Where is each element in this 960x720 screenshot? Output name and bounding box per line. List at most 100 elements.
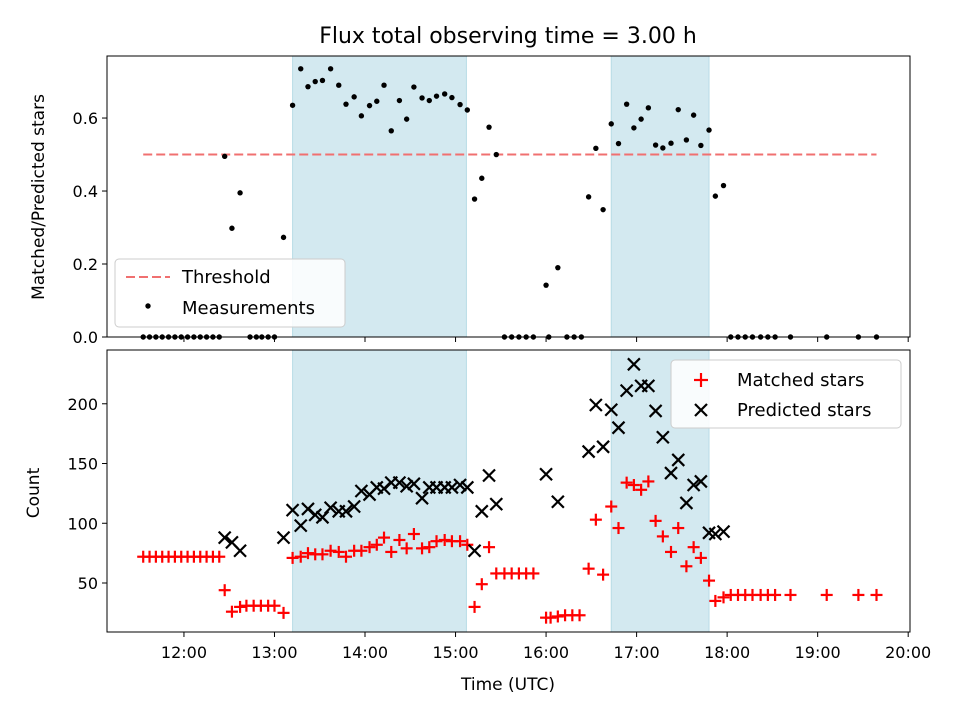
y-tick-label: 0.6 — [73, 109, 98, 128]
predicted-star-point — [233, 543, 247, 558]
matched-star-point — [665, 545, 678, 558]
matched-star-point — [407, 528, 420, 541]
measurement-point — [449, 94, 455, 101]
legend-matched-label: Matched stars — [737, 370, 864, 391]
chart-title: Flux total observing time = 3.00 h — [319, 24, 697, 49]
measurement-point — [543, 282, 549, 288]
legend-measurements-label: Measurements — [182, 298, 315, 319]
measurement-point — [479, 175, 485, 181]
predicted-star-point — [671, 453, 686, 467]
measurement-point — [319, 77, 326, 84]
predicted-star-point — [453, 478, 467, 492]
matched-star-point — [393, 533, 406, 546]
matched-star-point — [680, 560, 693, 573]
matched-star-point — [218, 584, 231, 597]
measurement-point — [698, 142, 704, 149]
predicted-star-point — [460, 480, 475, 495]
matched-star-point — [820, 588, 833, 601]
matched-star-point — [225, 605, 238, 618]
predicted-star-point — [217, 530, 232, 545]
predicted-star-point — [664, 466, 678, 480]
top-x-ticks — [183, 337, 909, 342]
matched-star-point — [324, 544, 337, 557]
measurement-point — [464, 107, 471, 113]
measurement-point — [305, 83, 311, 90]
measurement-point — [486, 124, 492, 130]
matched-star-point — [378, 531, 391, 544]
count-panel: 50 100 150 200 12:00 13:00 14:00 15:00 16:00 17:… — [24, 349, 931, 695]
predicted-star-point — [293, 518, 308, 533]
matched-star-point — [703, 574, 716, 587]
matched-star-point — [597, 568, 610, 581]
measurement-point — [419, 95, 425, 101]
measurement-point — [388, 128, 394, 134]
measurement-point — [585, 194, 592, 200]
measurement-point — [593, 145, 599, 152]
measurement-point — [396, 97, 403, 104]
matched-star-point — [589, 513, 602, 526]
bottom-y-ticks: 50 100 150 200 — [67, 395, 107, 593]
measurement-point — [381, 82, 387, 88]
measurement-point — [712, 193, 719, 199]
matched-star-point — [852, 588, 865, 601]
matched-star-point — [620, 476, 633, 489]
measurement-point — [351, 94, 357, 100]
matched-star-point — [363, 541, 376, 554]
measurement-point — [343, 101, 349, 107]
predicted-star-point — [276, 530, 291, 545]
bottom-axes-frame — [106, 349, 911, 633]
predicted-star-point — [339, 504, 353, 519]
predicted-star-point — [308, 508, 322, 522]
measurement-point — [638, 116, 644, 122]
predicted-star-point — [694, 474, 708, 489]
y-tick-label: 0.0 — [73, 328, 98, 347]
measurement-point — [555, 264, 561, 271]
predicted-star-point — [354, 484, 369, 498]
matched-star-point — [370, 538, 383, 551]
predicted-star-point — [604, 402, 619, 417]
shaded-interval-1 — [610, 55, 710, 338]
top-axes-frame — [106, 55, 911, 338]
measurement-point — [706, 127, 712, 133]
bottom-x-ticks: 12:00 13:00 14:00 15:00 16:00 17:00 18:00 19:00… — [161, 632, 931, 662]
measurement-point — [403, 116, 410, 122]
measurement-point — [280, 234, 287, 241]
x-tick-label: 12:00 — [161, 643, 207, 662]
x-axis-label: Time (UTC) — [460, 675, 555, 695]
matched-star-point — [355, 544, 368, 557]
predicted-star-point — [686, 478, 701, 492]
measurement-point — [720, 182, 727, 189]
predicted-star-point — [347, 499, 361, 514]
matched-star-point — [438, 533, 451, 546]
y-tick-label: 0.2 — [73, 255, 98, 274]
x-tick-label: 13:00 — [251, 643, 297, 662]
x-tick-label: 14:00 — [342, 643, 388, 662]
predicted-star-point — [708, 527, 723, 541]
predicted-star-point — [482, 468, 496, 483]
predicted-star-point — [489, 497, 504, 511]
predicted-star-point — [627, 357, 641, 372]
matched-star-point — [573, 609, 586, 622]
top-y-axis-label: Matched/Predicted stars — [29, 94, 49, 300]
matched-stars-points — [137, 475, 883, 624]
matched-star-point — [627, 479, 640, 492]
matched-star-point — [316, 548, 329, 561]
predicted-star-point — [619, 383, 634, 398]
measurement-point — [608, 121, 614, 127]
top-legend: Threshold Measurements — [114, 258, 346, 328]
matched-star-point — [527, 567, 540, 580]
predicted-star-point — [285, 503, 300, 517]
measurement-point — [221, 153, 228, 160]
legend-measurements-swatch — [145, 303, 151, 309]
legend-predicted-swatch — [694, 403, 708, 417]
measurement-point — [289, 102, 296, 108]
matched-star-point — [286, 551, 299, 564]
matched-star-point — [642, 475, 655, 488]
predicted-star-point — [539, 467, 553, 482]
bottom-legend-box — [670, 359, 902, 429]
matched-star-point — [339, 550, 352, 563]
predicted-star-point — [716, 524, 731, 539]
ratio-panel: 0.0 0.2 0.4 0.6 Matched/Predicted stars Thr… — [29, 55, 911, 347]
measurement-point — [312, 78, 318, 85]
